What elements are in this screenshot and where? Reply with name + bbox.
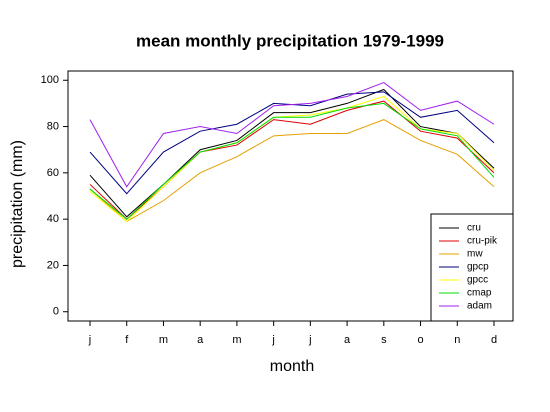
series-line — [89, 119, 495, 223]
series-line — [89, 100, 495, 220]
legend-label: gpcc — [467, 275, 488, 286]
x-tick-label: j — [271, 334, 274, 346]
y-tick-label: 100 — [41, 74, 59, 86]
legend-label: cru-pik — [467, 236, 498, 247]
x-tick-label: n — [454, 334, 460, 346]
x-tick-label: j — [88, 334, 91, 346]
x-tick-label: s — [381, 334, 387, 346]
x-axis-title: month — [270, 358, 314, 375]
x-tick-label: m — [232, 334, 241, 346]
y-tick-label: 20 — [47, 259, 59, 271]
y-tick-label: 0 — [53, 306, 59, 318]
x-tick-label: a — [344, 334, 351, 346]
x-tick-label: j — [308, 334, 311, 346]
series-line — [89, 102, 495, 220]
series-line — [89, 82, 495, 188]
legend-label: cru — [467, 223, 481, 234]
y-tick-label: 80 — [47, 120, 59, 132]
x-tick-label: a — [197, 334, 204, 346]
legend-label: adam — [467, 301, 492, 312]
legend-label: cmap — [467, 288, 492, 299]
x-tick-label: f — [125, 334, 129, 346]
x-tick-label: d — [491, 334, 497, 346]
legend-label: gpcp — [467, 262, 489, 273]
chart-title: mean monthly precipitation 1979-1999 — [136, 31, 444, 50]
y-axis-title: precipitation (mm) — [9, 140, 26, 268]
x-tick-label: m — [159, 334, 168, 346]
x-tick-label: o — [417, 334, 423, 346]
legend-label: mw — [467, 249, 483, 260]
y-tick-label: 60 — [47, 167, 59, 179]
y-tick-label: 40 — [47, 213, 59, 225]
plot-frame — [67, 70, 514, 322]
